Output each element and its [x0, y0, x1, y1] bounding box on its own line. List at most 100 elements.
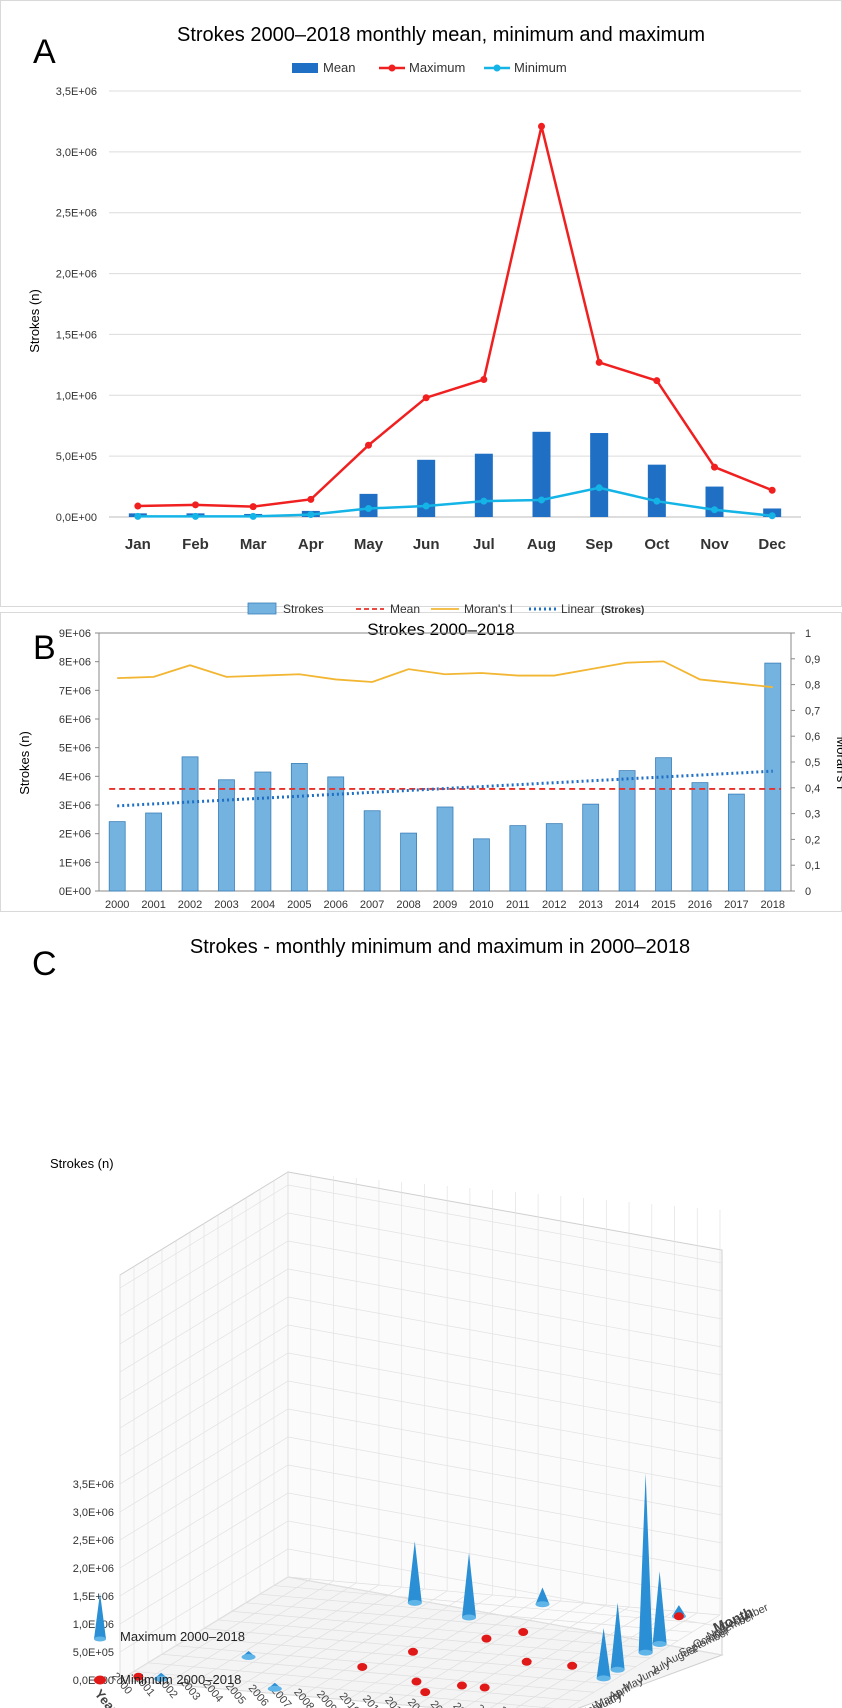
x-tick-label: 2000 [105, 899, 129, 911]
y-tick-label: 0E+00 [59, 886, 91, 898]
year-tick-label: 2015 [450, 1700, 475, 1708]
point-maximum [653, 377, 661, 385]
legend-swatch-minimum [94, 1675, 106, 1685]
year-axis-title: Year [92, 1686, 121, 1708]
minimum-marker [673, 1612, 684, 1621]
z-tick-label: 3,0E+06 [73, 1507, 114, 1519]
legend-swatch-maximum [94, 1593, 106, 1639]
wall-gridline-z [119, 1212, 723, 1317]
wall-gridline-z [119, 1296, 723, 1401]
x-tick-label: 2012 [542, 899, 566, 911]
bar-strokes [509, 825, 527, 892]
minimum-marker [567, 1661, 578, 1670]
point-maximum [249, 503, 257, 511]
x-tick-label: 2006 [323, 899, 347, 911]
chart-a-marks [128, 122, 782, 520]
point-maximum [480, 375, 488, 383]
point-minimum [480, 497, 488, 505]
x-tick-label: 2001 [141, 899, 165, 911]
wall-gridline-z [119, 1492, 723, 1597]
y2-tick-label: 0,5 [805, 757, 820, 769]
y-tick-label: 0,0E+00 [56, 512, 97, 524]
y2-tick-label: 0,3 [805, 809, 820, 821]
x-tick-label: 2017 [724, 899, 748, 911]
wall-gridline-z [119, 1548, 723, 1653]
x-tick-label: Dec [758, 536, 786, 553]
bar-strokes [218, 779, 235, 892]
panel-a: A Strokes 2000–2018 monthly mean, minimu… [0, 0, 842, 607]
y2-tick-label: 0,9 [805, 654, 820, 666]
bar-strokes [582, 803, 600, 892]
x-tick-label: 2009 [433, 899, 457, 911]
minimum-marker [479, 1683, 490, 1692]
chart-a-ylabel: Strokes (n) [27, 289, 42, 353]
x-tick-label: 2011 [506, 899, 530, 911]
maximum-cone-base [462, 1614, 476, 1621]
minimum-marker [456, 1681, 467, 1690]
panel-letter-c: C [32, 945, 57, 983]
wall-gridline-z [119, 1380, 723, 1485]
point-minimum [595, 484, 603, 492]
point-minimum [134, 512, 142, 520]
y-tick-label: 1E+06 [59, 857, 91, 869]
maximum-cone [407, 1541, 422, 1603]
chart-b-y2label: Moran's I [834, 736, 842, 789]
bar-mean [417, 459, 436, 517]
floor-gridline-month [217, 1619, 651, 1659]
bar-mean [590, 433, 609, 517]
bar-mean [532, 431, 551, 517]
x-tick-label: 2005 [287, 899, 311, 911]
chart-a: A Strokes 2000–2018 monthly mean, minimu… [27, 24, 801, 553]
point-maximum [711, 463, 718, 471]
y-tick-label: 1,0E+06 [56, 390, 97, 402]
y-tick-label: 5,0E+05 [56, 451, 97, 463]
maximum-cone-base [610, 1666, 625, 1673]
z-tick-label: 1,0E+06 [73, 1619, 114, 1631]
maximum-cone-base [596, 1675, 611, 1682]
bar-strokes [254, 771, 272, 892]
bar-mean [474, 453, 493, 517]
point-minimum [653, 497, 661, 505]
point-maximum [134, 502, 142, 510]
point-minimum [538, 496, 545, 504]
floor-gridline-month [189, 1636, 623, 1676]
minimum-marker [133, 1672, 144, 1681]
bar-strokes [473, 838, 490, 892]
wall-gridline-z [119, 1520, 723, 1625]
minimum-marker [521, 1657, 532, 1666]
y2-tick-label: 0,6 [805, 731, 820, 743]
legend-swatch-maximum-base [94, 1636, 106, 1642]
maximum-cone [596, 1627, 611, 1679]
y-tick-label: 6E+06 [59, 714, 91, 726]
chart-b-marks [108, 660, 782, 892]
z-tick-label: 1,5E+06 [73, 1591, 114, 1603]
y-tick-label: 1,5E+06 [56, 329, 97, 341]
maximum-cone-base [652, 1641, 667, 1648]
x-tick-label: May [354, 536, 384, 553]
maximum-cone [462, 1553, 476, 1618]
wall-gridline-z [119, 1464, 723, 1569]
chart-b-ylabel: Strokes (n) [17, 731, 32, 795]
y-tick-label: 3,5E+06 [56, 86, 97, 98]
y2-tick-label: 1 [805, 628, 811, 640]
x-tick-label: Sep [585, 536, 613, 553]
bar-strokes [545, 823, 563, 892]
wall-gridline-z [119, 1352, 723, 1457]
legend-label-minimum: Minimum 2000–2018 [120, 1672, 241, 1687]
maximum-cone-base [407, 1599, 422, 1606]
panel-b: B Strokes 2000–2018 Strokes (n) Moran's … [0, 602, 842, 912]
z-tick-label: 5,0E+05 [73, 1647, 114, 1659]
z-tick-label: 2,5E+06 [73, 1535, 114, 1547]
minimum-marker [481, 1634, 492, 1643]
maximum-cone-base [154, 1675, 169, 1682]
x-tick-label: Feb [182, 536, 209, 553]
y2-tick-label: 0,4 [805, 783, 820, 795]
point-maximum [192, 501, 199, 509]
x-tick-label: Oct [644, 536, 669, 553]
point-minimum [192, 512, 199, 520]
wall-gridline-z [119, 1436, 723, 1541]
y2-tick-label: 0,8 [805, 680, 820, 692]
point-minimum [768, 512, 776, 520]
legend-label-linear: Linear [561, 602, 594, 616]
maximum-cone [535, 1587, 550, 1605]
